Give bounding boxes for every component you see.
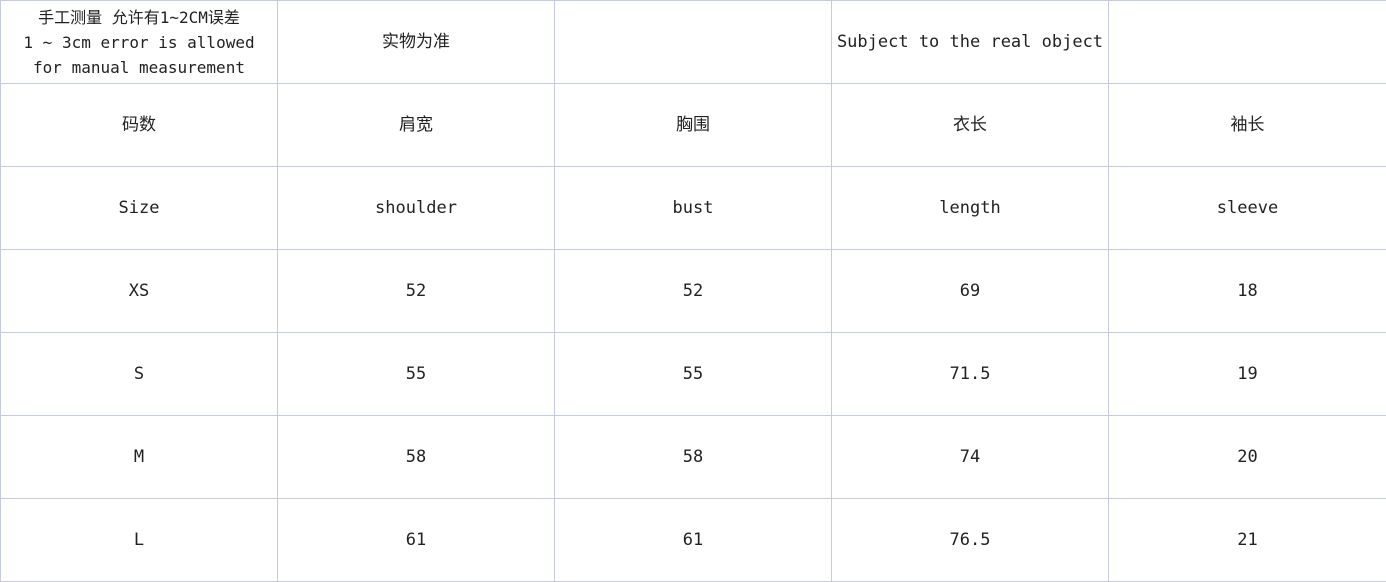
column-header: length [831, 166, 1109, 250]
table-cell: S [0, 332, 278, 416]
table-cell: XS [0, 249, 278, 333]
table-cell: 20 [1108, 415, 1386, 499]
table-row: S 55 55 71.5 19 [0, 332, 1386, 416]
table-cell: 18 [1108, 249, 1386, 333]
table-cell: 21 [1108, 498, 1386, 582]
table-cell: L [0, 498, 278, 582]
note-cell: 实物为准 [277, 0, 555, 84]
note-line-en-2: for manual measurement [33, 57, 245, 77]
column-header: bust [554, 166, 832, 250]
column-header: sleeve [1108, 166, 1386, 250]
note-row: 手工测量 允许有1~2CM误差 1 ~ 3cm error is allowed… [0, 0, 1386, 84]
table-cell: 69 [831, 249, 1109, 333]
table-cell: 74 [831, 415, 1109, 499]
measurement-note: 手工测量 允许有1~2CM误差 1 ~ 3cm error is allowed… [0, 0, 278, 84]
column-header: 胸围 [554, 83, 832, 167]
note-line-en-1: 1 ~ 3cm error is allowed [23, 32, 255, 52]
table-cell: 71.5 [831, 332, 1109, 416]
table-cell: 52 [277, 249, 555, 333]
table-cell: 58 [277, 415, 555, 499]
column-header: 袖长 [1108, 83, 1386, 167]
note-cell [1108, 0, 1386, 84]
table-cell: 52 [554, 249, 832, 333]
table-cell: 76.5 [831, 498, 1109, 582]
header-row-cn: 码数 肩宽 胸围 衣长 袖长 [0, 83, 1386, 167]
note-cell: Subject to the real object [831, 0, 1109, 84]
column-header: shoulder [277, 166, 555, 250]
header-row-en: Size shoulder bust length sleeve [0, 166, 1386, 250]
column-header: 码数 [0, 83, 278, 167]
table-cell: 55 [554, 332, 832, 416]
column-header: 衣长 [831, 83, 1109, 167]
table-cell: 19 [1108, 332, 1386, 416]
table-row: XS 52 52 69 18 [0, 249, 1386, 333]
table-cell: 55 [277, 332, 555, 416]
column-header: Size [0, 166, 278, 250]
table-cell: 58 [554, 415, 832, 499]
table-cell: 61 [277, 498, 555, 582]
table-row: L 61 61 76.5 21 [0, 498, 1386, 582]
table-cell: 61 [554, 498, 832, 582]
table-cell: M [0, 415, 278, 499]
note-line-cn: 手工测量 允许有1~2CM误差 [38, 7, 240, 27]
note-cell [554, 0, 832, 84]
column-header: 肩宽 [277, 83, 555, 167]
table-row: M 58 58 74 20 [0, 415, 1386, 499]
